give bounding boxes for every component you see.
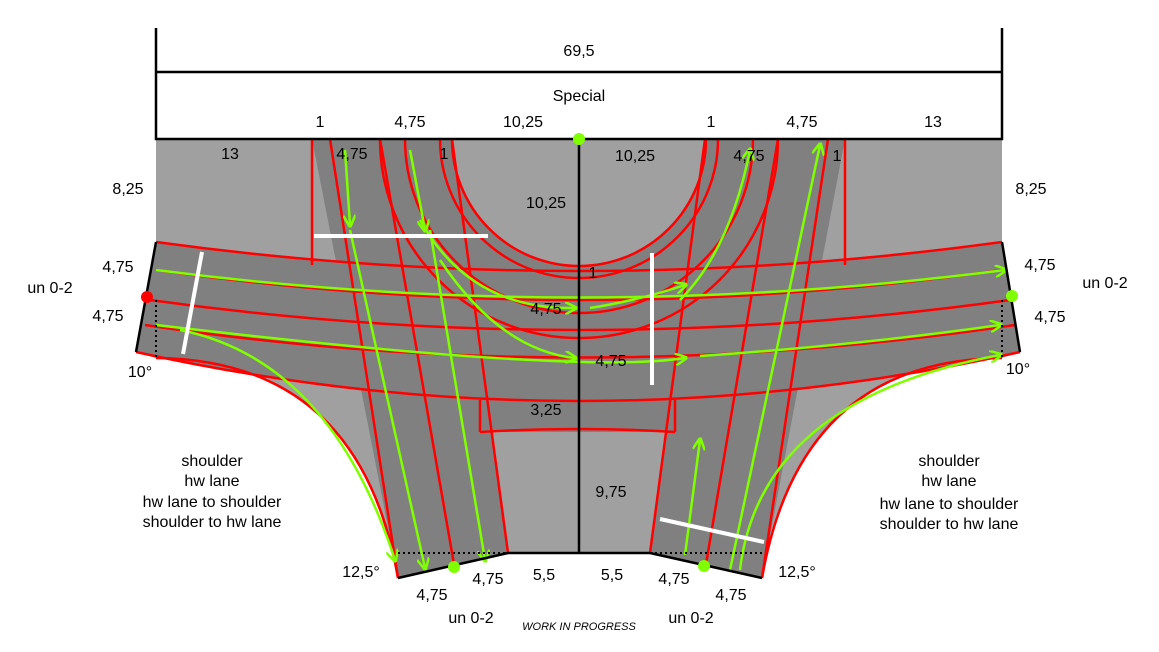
road-layout — [134, 28, 1022, 580]
label: 4,75 — [416, 587, 447, 604]
label: 4,75 — [92, 308, 123, 325]
legend-item: shoulder to hw lane — [880, 516, 1019, 533]
label: 13 — [924, 114, 942, 131]
label: 1 — [833, 148, 842, 165]
label: un 0-2 — [448, 610, 493, 627]
label: 4,75 — [336, 146, 367, 163]
label: 4,75 — [1024, 257, 1055, 274]
label: un 0-2 — [668, 610, 713, 627]
label: 10° — [1006, 361, 1030, 378]
legend-item: shoulder — [918, 453, 980, 470]
label: 1 — [440, 146, 449, 163]
labels: 69,5 Special 1 4,75 10,25 1 4,75 13 13 4… — [27, 43, 1127, 633]
legend-item: shoulder to hw lane — [143, 514, 282, 531]
label: 4,75 — [786, 114, 817, 131]
label: Special — [553, 88, 605, 105]
legend-item: hw lane — [921, 473, 976, 490]
label: 4,75 — [1034, 309, 1065, 326]
legend-item: hw lane to shoulder — [143, 494, 282, 511]
label: 9,75 — [595, 484, 626, 501]
label: 3,25 — [530, 402, 561, 419]
label: 4,75 — [733, 148, 764, 165]
label: 1 — [589, 265, 598, 282]
label: 10,25 — [526, 195, 566, 212]
footer: WORK IN PROGRESS — [522, 621, 636, 633]
label: 10° — [128, 364, 152, 381]
label: 12,5° — [778, 564, 816, 581]
label: 1 — [707, 114, 716, 131]
label: 4,75 — [394, 114, 425, 131]
label: 4,75 — [472, 571, 503, 588]
label: 8,25 — [112, 181, 143, 198]
label: 4,75 — [658, 571, 689, 588]
label: 4,75 — [102, 259, 133, 276]
label: un 0-2 — [1082, 275, 1127, 292]
legend-item: shoulder — [181, 453, 243, 470]
legend-item: hw lane to shoulder — [880, 496, 1019, 513]
label: 69,5 — [563, 43, 594, 60]
label: 10,25 — [615, 148, 655, 165]
label: 4,75 — [530, 301, 561, 318]
label: 5,5 — [533, 567, 555, 584]
label: 8,25 — [1015, 181, 1046, 198]
label: 13 — [221, 146, 239, 163]
legend-item: hw lane — [184, 473, 239, 490]
label: 12,5° — [342, 564, 380, 581]
label: 1 — [316, 114, 325, 131]
label: 4,75 — [715, 587, 746, 604]
label: 4,75 — [595, 353, 626, 370]
label: un 0-2 — [27, 280, 72, 297]
label: 5,5 — [601, 567, 623, 584]
label: 10,25 — [503, 114, 543, 131]
